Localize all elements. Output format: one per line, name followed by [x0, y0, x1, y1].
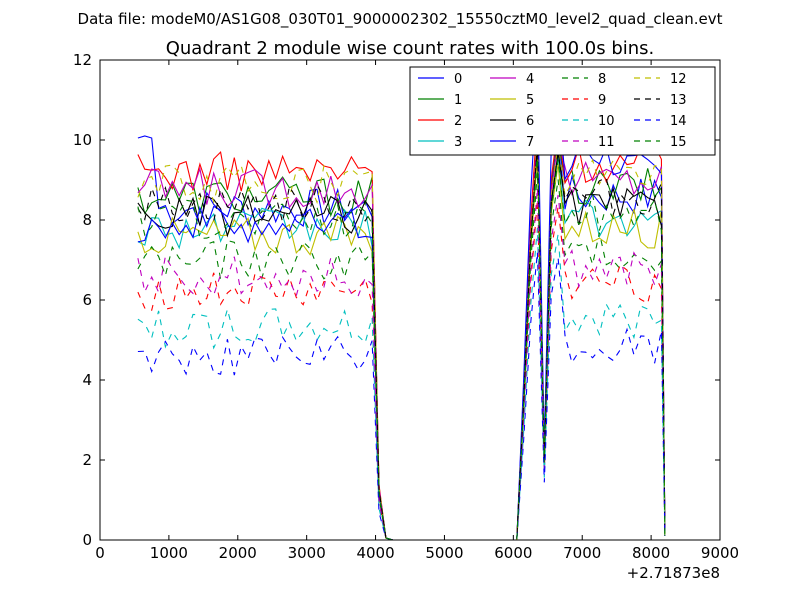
series-line-8	[137, 171, 666, 540]
chart-title: Quadrant 2 module wise count rates with …	[166, 38, 655, 59]
series-line-14	[137, 251, 666, 540]
y-tick-label: 12	[73, 51, 92, 69]
series-line-13	[137, 143, 666, 540]
y-tick-label: 2	[82, 451, 92, 469]
legend-box	[409, 66, 716, 156]
x-tick-label: 1000	[150, 544, 188, 562]
x-tick-label: 4000	[356, 544, 394, 562]
chart-subtitle: Data file: modeM0/AS1G08_030T01_90000023…	[78, 10, 723, 29]
x-tick-label: 6000	[494, 544, 532, 562]
legend-label: 4	[526, 72, 534, 87]
series-line-4	[137, 131, 666, 540]
plot-frame	[99, 59, 721, 541]
series-line-5	[137, 155, 666, 540]
x-tick-label: 3000	[288, 544, 326, 562]
legend-label: 9	[598, 93, 606, 108]
y-tick-label: 10	[73, 131, 92, 149]
legend-label: 5	[526, 93, 534, 108]
y-tick-label: 6	[82, 291, 92, 309]
x-tick-label: 0	[95, 544, 105, 562]
legend-label: 11	[598, 135, 615, 150]
axis-layer: 0 1000 2000 3000 4000 5000 6000 7000 8000 9000 0 2 4…	[73, 51, 739, 562]
x-tick-label: 8000	[632, 544, 670, 562]
series-line-11	[137, 187, 666, 540]
legend-label: 13	[670, 93, 687, 108]
series-line-10	[137, 227, 666, 540]
legend-label: 0	[454, 72, 462, 87]
legend-label: 15	[670, 135, 687, 150]
series-line-15	[137, 151, 666, 540]
x-tick-label: 7000	[563, 544, 601, 562]
series-line-2	[137, 115, 666, 540]
x-tick-label: 2000	[219, 544, 257, 562]
legend-label: 12	[670, 72, 687, 87]
x-offset-label: +2.71873e8	[627, 564, 720, 582]
legend-label: 8	[598, 72, 606, 87]
x-tick-label: 9000	[701, 544, 739, 562]
y-tick-label: 8	[82, 211, 92, 229]
legend-label: 14	[670, 114, 687, 129]
series-line-1	[137, 127, 666, 540]
legend-label: 1	[454, 93, 462, 108]
series-line-9	[137, 199, 666, 540]
legend-label: 7	[526, 135, 534, 150]
series-line-6	[137, 143, 666, 540]
x-tick-label: 5000	[425, 544, 463, 562]
legend-label: 3	[454, 135, 462, 150]
series-line-0	[137, 119, 666, 540]
series-line-3	[137, 147, 666, 540]
legend-label: 2	[454, 114, 462, 129]
y-tick-label: 4	[82, 371, 92, 389]
legend-label: 6	[526, 114, 534, 129]
y-tick-label: 0	[82, 531, 92, 549]
legend-label: 10	[598, 114, 615, 129]
